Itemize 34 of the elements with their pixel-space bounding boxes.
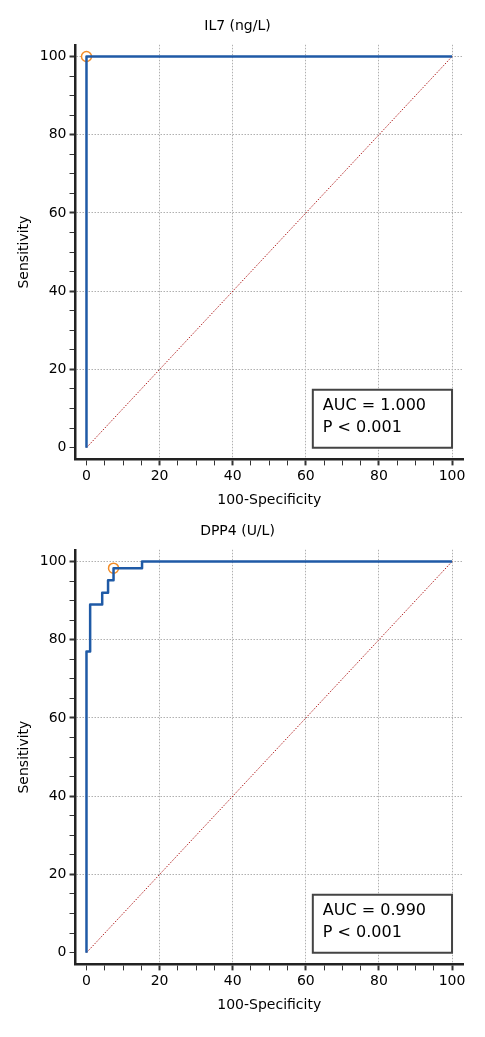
y-tick-label: 80 [48,125,67,142]
x-tick-label: 40 [223,467,242,484]
chart-title: IL7 (ng/L) [204,17,271,34]
y-tick-label: 40 [48,281,67,298]
y-tick-label: 80 [48,630,67,647]
x-axis-title: 100-Specificity [217,996,322,1013]
y-tick-label: 60 [48,203,67,220]
y-tick-label: 100 [39,552,67,569]
x-tick-label: 80 [370,467,388,484]
y-axis-title: Sensitivity [15,215,32,289]
y-tick-label: 20 [48,865,67,882]
x-tick-label: 80 [370,972,388,989]
x-tick-label: 20 [150,467,169,484]
annotation: P < 0.001 [322,416,402,436]
annotation: AUC = 0.990 [322,899,427,919]
x-axis-title: 100-Specificity [217,491,322,508]
x-tick-label: 40 [223,972,242,989]
y-axis-title: Sensitivity [15,720,32,794]
y-tick-label: 40 [48,786,67,803]
annotation: AUC = 1.000 [322,394,427,414]
y-tick-label: 0 [57,943,67,960]
x-tick-label: 0 [82,467,91,484]
x-tick-label: 0 [82,972,91,989]
annotation: P < 0.001 [322,921,402,941]
x-tick-label: 60 [296,972,315,989]
chart-title: DPP4 (U/L) [200,522,275,539]
x-tick-label: 100 [438,972,466,989]
x-tick-label: 60 [296,467,315,484]
y-tick-label: 0 [57,438,67,455]
y-tick-label: 20 [48,360,67,377]
x-tick-label: 20 [150,972,169,989]
y-tick-label: 60 [48,708,67,725]
x-tick-label: 100 [438,467,466,484]
y-tick-label: 100 [39,47,67,64]
